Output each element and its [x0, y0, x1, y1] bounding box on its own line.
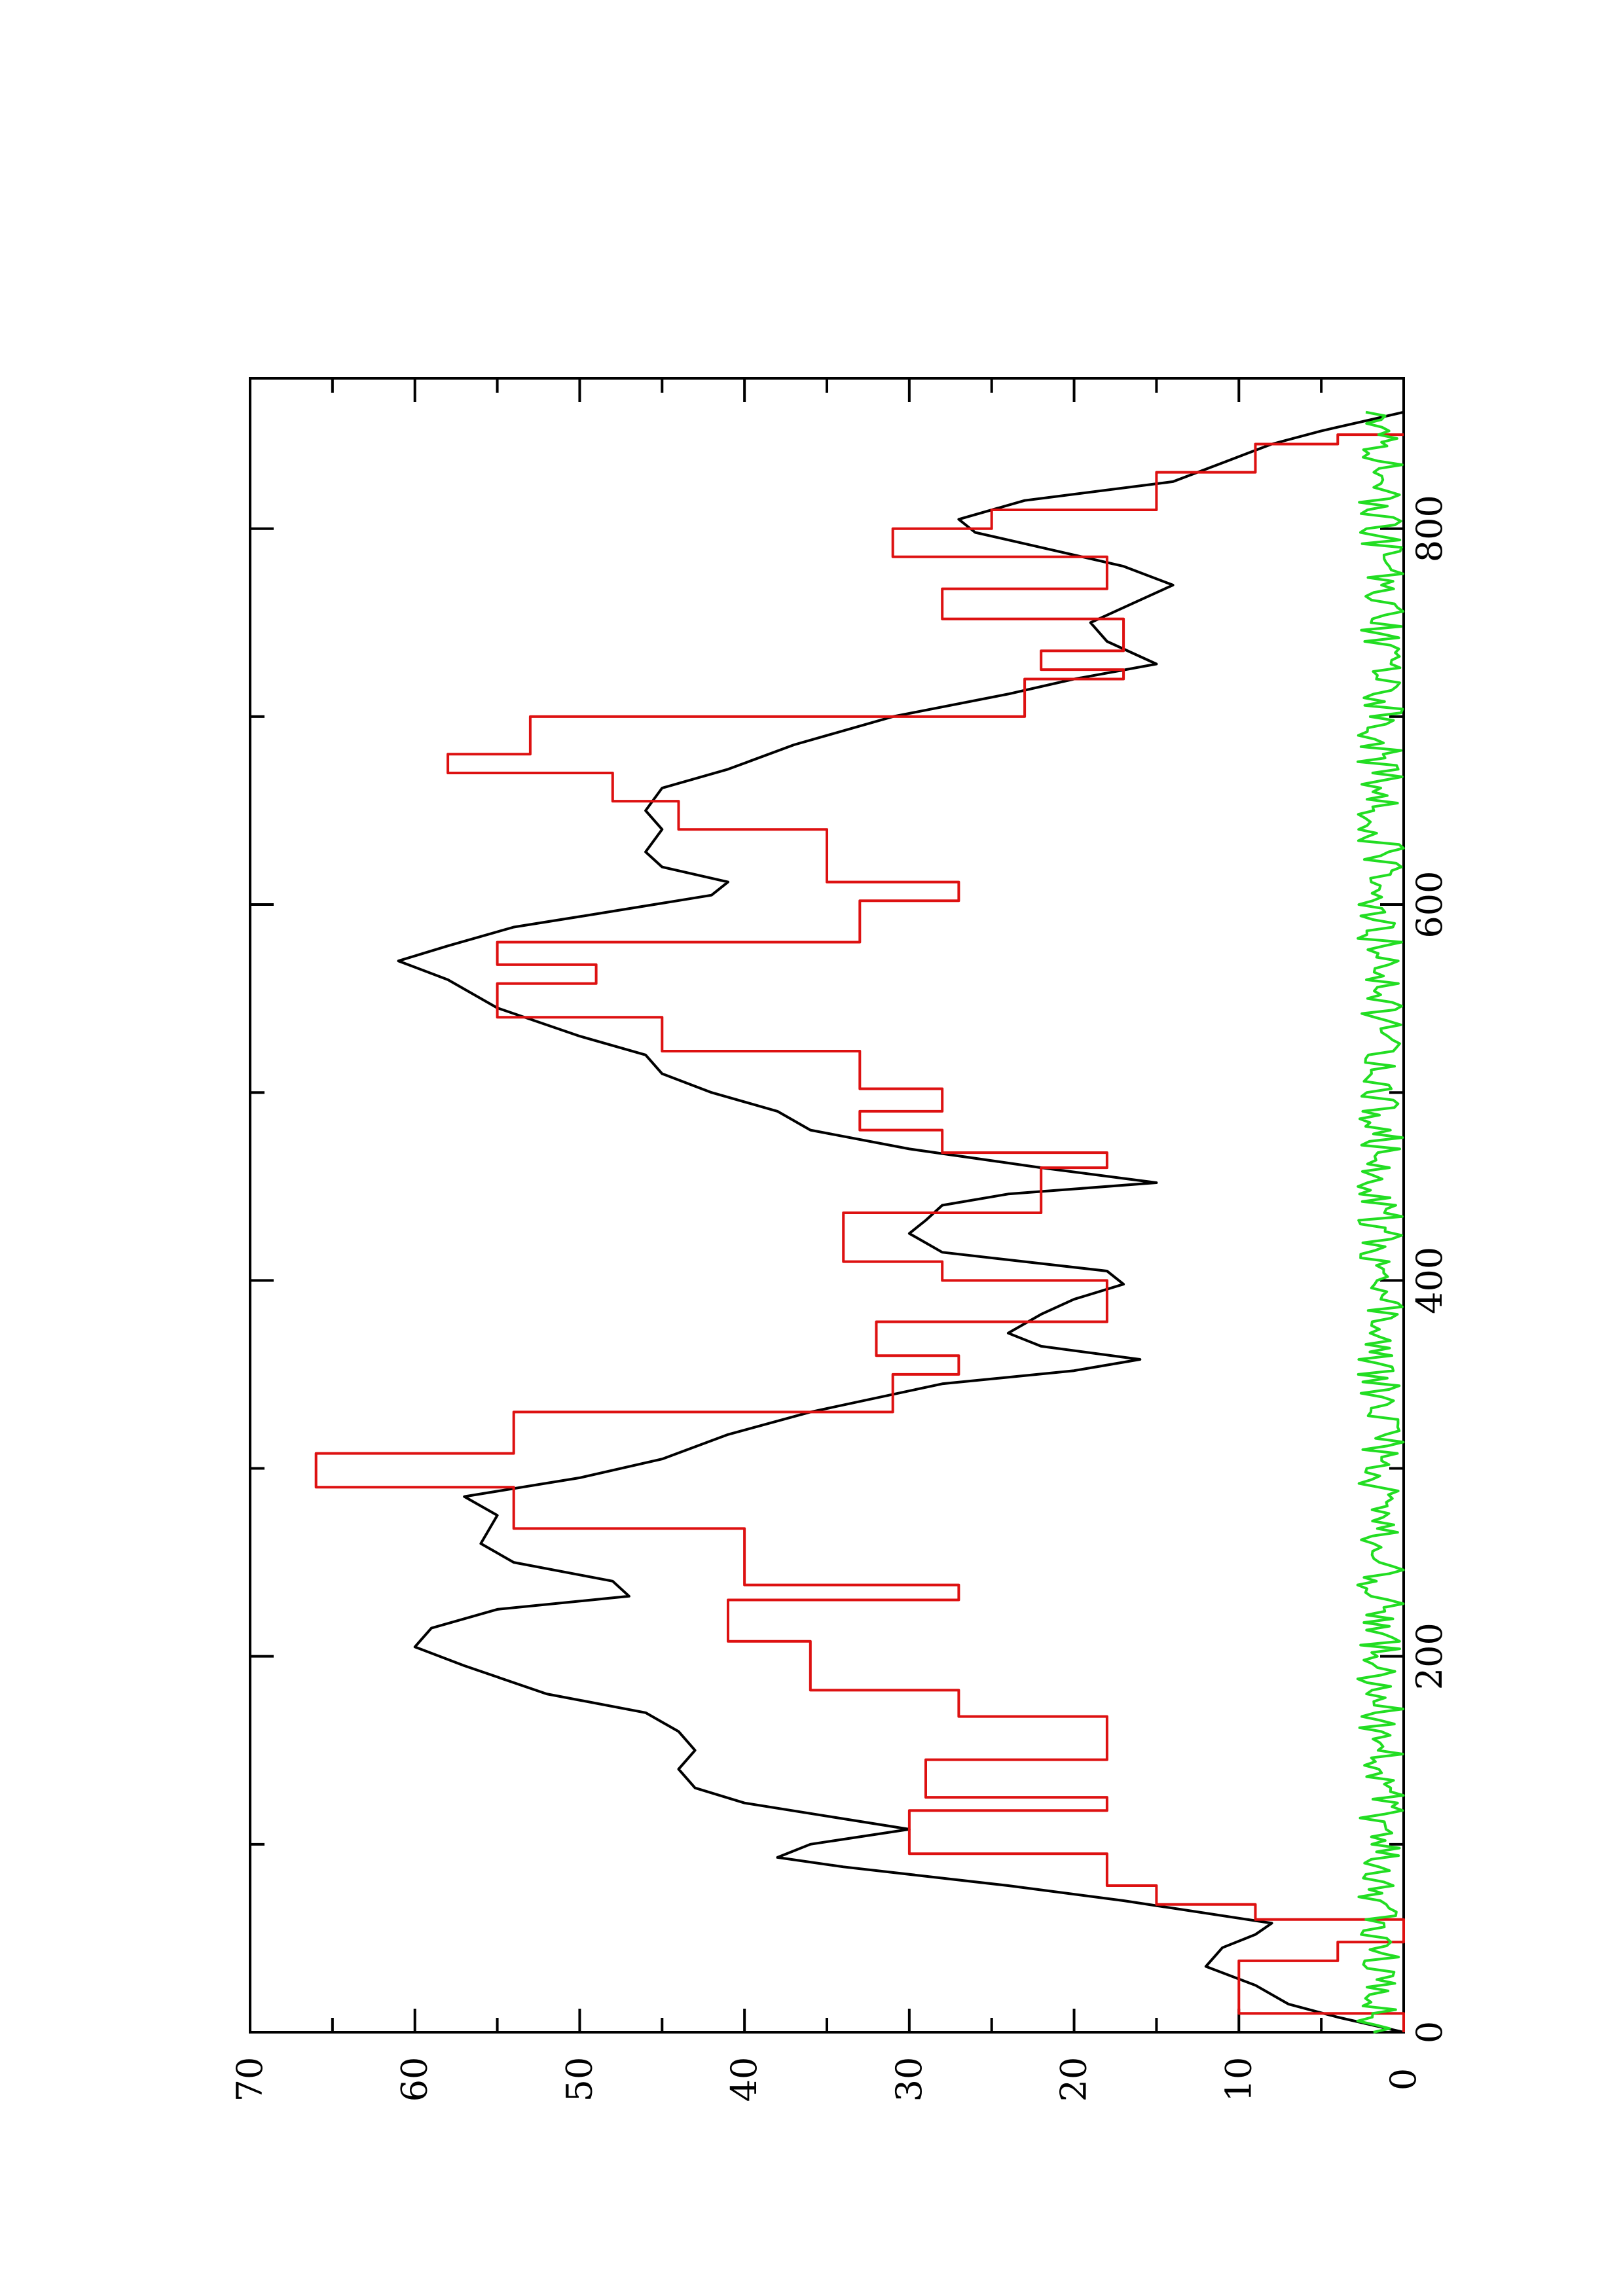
y-tick-label: 30	[888, 2057, 930, 2102]
y-tick-label: 20	[1053, 2057, 1095, 2102]
x-tick-label: 200	[1409, 1623, 1450, 1690]
plot-area	[249, 377, 1405, 2034]
y-tick-label: 60	[394, 2057, 435, 2102]
x-tick-label: 600	[1409, 871, 1450, 939]
y-tick-label: 0	[1383, 2068, 1424, 2090]
y-tick-label: 40	[723, 2057, 765, 2102]
y-tick-label: 50	[558, 2057, 600, 2102]
y-tick-label: 10	[1218, 2057, 1259, 2102]
series-line-2	[314, 433, 1405, 2032]
tick-labels: 0 200 400 600 800 0 10 20 30 40 50 60 70	[229, 495, 1450, 2102]
x-tick-label: 400	[1409, 1247, 1450, 1314]
series-layer	[314, 410, 1405, 2034]
axis-ticks	[249, 378, 1405, 2034]
x-tick-label: 800	[1409, 495, 1450, 562]
series-line-1	[397, 410, 1404, 2034]
series-line-3	[1356, 410, 1405, 2034]
plot-frame	[249, 377, 1405, 2034]
y-tick-label: 70	[229, 2057, 270, 2102]
x-tick-label: 0	[1409, 2021, 1450, 2043]
